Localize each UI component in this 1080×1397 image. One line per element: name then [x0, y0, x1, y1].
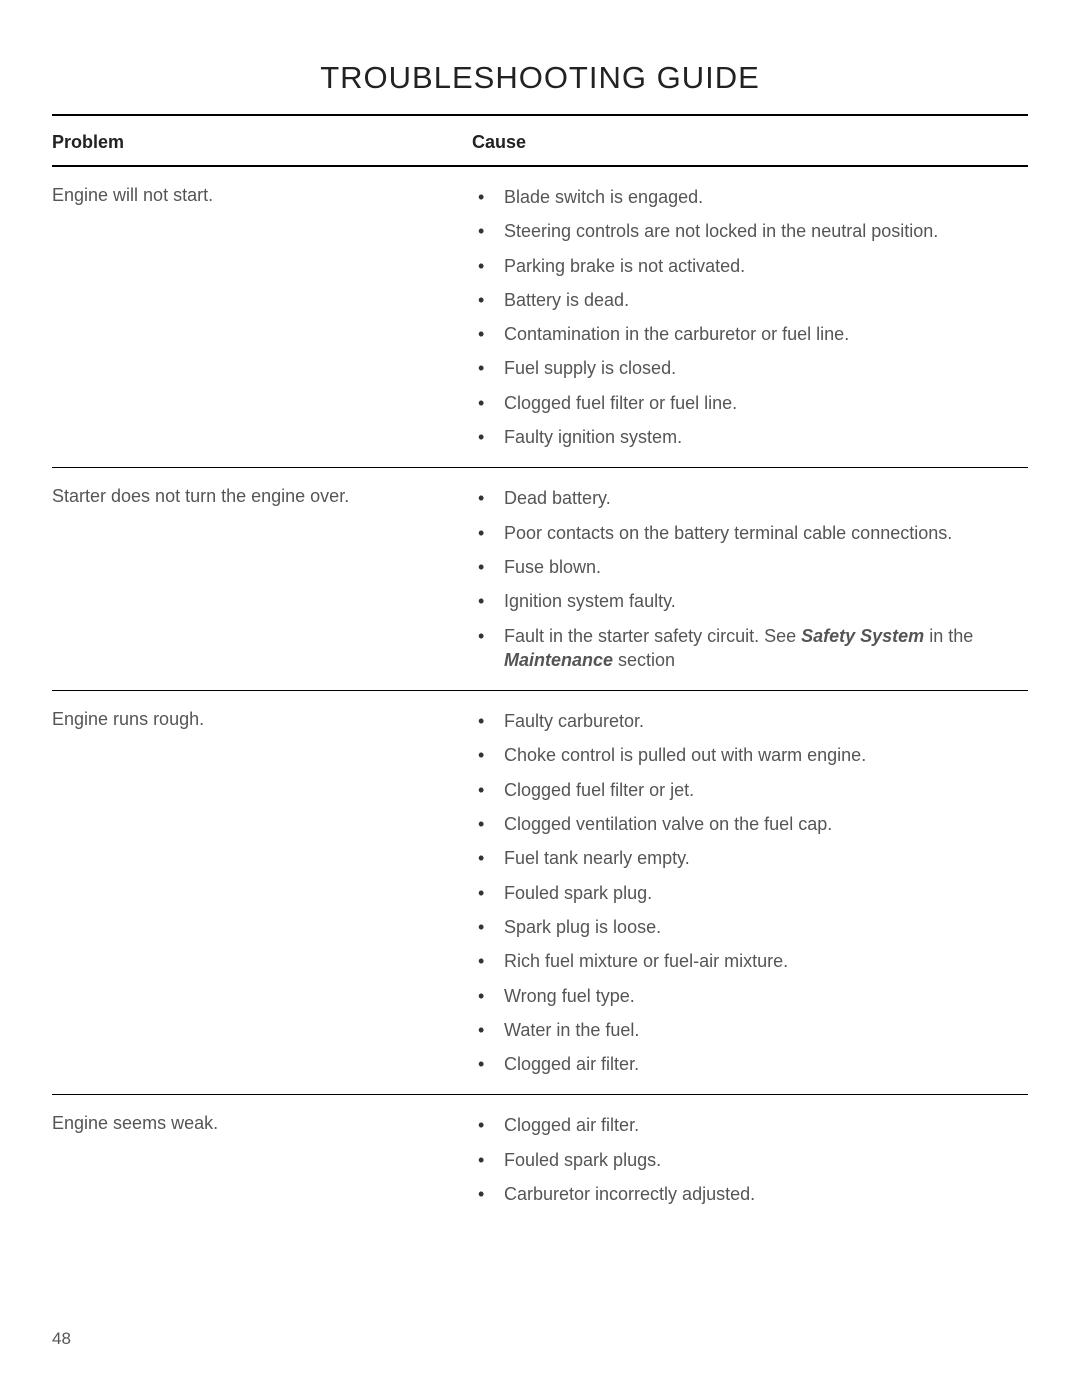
cause-item: Fuse blown.: [472, 555, 1028, 579]
cause-item: Choke control is pulled out with warm en…: [472, 743, 1028, 767]
cause-text: in the: [924, 626, 973, 646]
cause-item: Dead battery.: [472, 486, 1028, 510]
cause-item: Clogged air filter.: [472, 1113, 1028, 1137]
troubleshooting-table-body: Engine will not start.Blade switch is en…: [52, 167, 1028, 1224]
cause-item: Fouled spark plug.: [472, 881, 1028, 905]
problem-cell: Engine will not start.: [52, 185, 472, 449]
cause-cell: Faulty carburetor. Choke control is pulle…: [472, 709, 1028, 1076]
cause-item: Fuel tank nearly empty.: [472, 846, 1028, 870]
problem-cell: Engine runs rough.: [52, 709, 472, 1076]
cause-item: Faulty ignition system.: [472, 425, 1028, 449]
cause-cell: Clogged air filter. Fouled spark plugs. Ca…: [472, 1113, 1028, 1206]
cause-item: Contamination in the carburetor or fuel …: [472, 322, 1028, 346]
page-title: TROUBLESHOOTING GUIDE: [52, 60, 1028, 96]
cause-item: Parking brake is not activated.: [472, 254, 1028, 278]
table-row: Engine will not start.Blade switch is en…: [52, 167, 1028, 468]
cause-item: Water in the fuel.: [472, 1018, 1028, 1042]
cause-item: Faulty carburetor.: [472, 709, 1028, 733]
table-row: Starter does not turn the engine over.De…: [52, 468, 1028, 691]
problem-cell: Starter does not turn the engine over.: [52, 486, 472, 672]
cause-cell: Dead battery. Poor contacts on the batter…: [472, 486, 1028, 672]
cause-item: Clogged fuel filter or fuel line.: [472, 391, 1028, 415]
cause-item: Clogged ventilation valve on the fuel ca…: [472, 812, 1028, 836]
table-row: Engine seems weak.Clogged air filter. Fou…: [52, 1095, 1028, 1224]
cause-item: Spark plug is loose.: [472, 915, 1028, 939]
cause-item: Blade switch is engaged.: [472, 185, 1028, 209]
cause-item: Ignition system faulty.: [472, 589, 1028, 613]
cause-list: Dead battery. Poor contacts on the batter…: [472, 486, 1028, 672]
cause-list: Blade switch is engaged. Steering control…: [472, 185, 1028, 449]
cause-item: Fault in the starter safety circuit. See…: [472, 624, 1028, 673]
cause-cell: Blade switch is engaged. Steering control…: [472, 185, 1028, 449]
cause-item: Fuel supply is closed.: [472, 356, 1028, 380]
cause-text: section: [613, 650, 675, 670]
cause-text: Fault in the starter safety circuit. See: [504, 626, 801, 646]
cause-list: Clogged air filter. Fouled spark plugs. Ca…: [472, 1113, 1028, 1206]
page-number: 48: [52, 1329, 71, 1349]
column-header-cause: Cause: [472, 132, 1028, 153]
cause-item: Fouled spark plugs.: [472, 1148, 1028, 1172]
cause-item: Clogged air filter.: [472, 1052, 1028, 1076]
cause-item: Rich fuel mixture or fuel-air mixture.: [472, 949, 1028, 973]
reference-link: Maintenance: [504, 650, 613, 670]
cause-item: Clogged fuel filter or jet.: [472, 778, 1028, 802]
column-header-problem: Problem: [52, 132, 472, 153]
table-header-row: Problem Cause: [52, 116, 1028, 167]
cause-item: Battery is dead.: [472, 288, 1028, 312]
cause-item: Poor contacts on the battery terminal ca…: [472, 521, 1028, 545]
cause-item: Carburetor incorrectly adjusted.: [472, 1182, 1028, 1206]
cause-list: Faulty carburetor. Choke control is pulle…: [472, 709, 1028, 1076]
cause-item: Steering controls are not locked in the …: [472, 219, 1028, 243]
cause-item: Wrong fuel type.: [472, 984, 1028, 1008]
problem-cell: Engine seems weak.: [52, 1113, 472, 1206]
table-row: Engine runs rough.Faulty carburetor. Chok…: [52, 691, 1028, 1095]
reference-link: Safety System: [801, 626, 924, 646]
